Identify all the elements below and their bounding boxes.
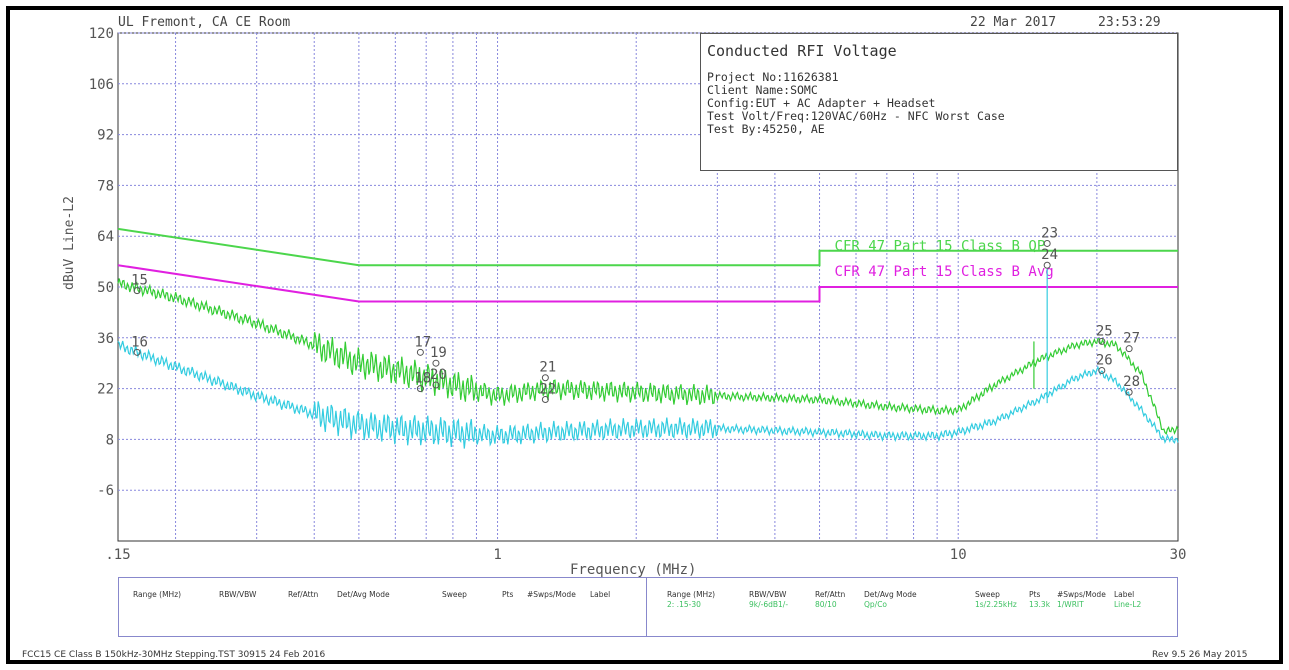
marker-point [1125, 345, 1133, 353]
marker-point [416, 348, 424, 356]
settings-header: Range (MHz) [133, 590, 182, 599]
settings-header: Label [590, 590, 611, 599]
marker-point [416, 385, 424, 393]
y-tick-label: 120 [89, 26, 114, 42]
x-tick-label: 10 [950, 547, 967, 563]
settings-table: Range (MHz) RBW/VBW Ref/Attn Det/Avg Mod… [118, 577, 1178, 637]
info-test-volt: Test Volt/Freq:120VAC/60Hz - NFC Worst C… [707, 109, 1005, 123]
settings-value: 80/10 [815, 600, 837, 609]
settings-header: RBW/VBW [219, 590, 257, 599]
header-location: UL Fremont, CA CE Room [118, 15, 291, 30]
info-box: Conducted RFI Voltage Project No:1162638… [700, 33, 1178, 171]
marker-point [1098, 337, 1106, 345]
page-frame [6, 6, 1283, 664]
settings-header: Sweep [975, 590, 1000, 599]
settings-header: Range (MHz) [667, 590, 716, 599]
marker-point [133, 287, 141, 295]
info-test-by: Test By:45250, AE [707, 122, 825, 136]
qp-limit-line [117, 227, 1178, 267]
marker-label: 21 [539, 360, 556, 376]
settings-header: Det/Avg Mode [337, 590, 390, 599]
marker-label: 22 [539, 381, 556, 397]
marker-label: 28 [1123, 374, 1140, 390]
settings-header: Pts [502, 590, 514, 599]
y-tick-label: 8 [106, 432, 114, 448]
settings-header: RBW/VBW [749, 590, 787, 599]
y-tick-label: -6 [97, 483, 114, 499]
marker-point [1098, 366, 1106, 374]
marker-label: 24 [1041, 247, 1058, 263]
header-date: 22 Mar 2017 [970, 15, 1057, 30]
info-title: Conducted RFI Voltage [707, 42, 897, 60]
header-time: 23:53:29 [1098, 15, 1161, 30]
y-tick-label: 78 [97, 178, 114, 194]
footer-left: FCC15 CE Class B 150kHz-30MHz Stepping.T… [22, 650, 326, 660]
marker-label: 17 [414, 334, 431, 350]
marker-label: 25 [1096, 323, 1113, 339]
y-tick-label: 36 [97, 331, 114, 347]
marker-point [541, 395, 549, 403]
avg-trace [117, 340, 1179, 449]
marker-point [133, 348, 141, 356]
marker-label: 18 [414, 371, 431, 387]
settings-header: Label [1114, 590, 1135, 599]
info-client: Client Name:SOMC [707, 83, 818, 97]
marker-label: 16 [131, 334, 148, 350]
y-tick-label: 50 [97, 280, 114, 296]
marker-label: 26 [1096, 352, 1113, 368]
y-axis-label: dBuV Line-L2 [62, 196, 77, 290]
y-tick-label: 106 [89, 77, 114, 93]
settings-header: #Swps/Mode [527, 590, 576, 599]
marker-label: 19 [430, 345, 447, 361]
avg-limit-line [117, 264, 1178, 303]
x-axis-label: Frequency (MHz) [570, 562, 697, 578]
settings-header: Ref/Attn [815, 590, 846, 599]
marker-point [541, 374, 549, 382]
marker-point [432, 381, 440, 389]
avg-limit-label: CFR 47 Part 15 Class B Avg [835, 264, 1054, 280]
settings-header: Sweep [442, 590, 467, 599]
settings-value: Qp/Co [864, 600, 888, 609]
footer-right: Rev 9.5 26 May 2015 [1152, 650, 1248, 660]
qp-limit-label: CFR 47 Part 15 Class B QP [835, 239, 1046, 255]
x-tick-label: 30 [1170, 547, 1187, 563]
marker-point [432, 359, 440, 367]
settings-value: 2: .15-30 [667, 600, 701, 609]
settings-header: #Swps/Mode [1057, 590, 1106, 599]
settings-value: 1s/2.25kHz [975, 600, 1017, 609]
y-tick-label: 64 [97, 229, 114, 245]
settings-value: Line-L2 [1114, 600, 1142, 609]
settings-header: Det/Avg Mode [864, 590, 917, 599]
settings-header: Ref/Attn [288, 590, 319, 599]
settings-value: 1/WRIT [1057, 600, 1084, 609]
settings-value: 9k/-6dB1/- [749, 600, 789, 609]
marker-label: 23 [1041, 225, 1058, 241]
x-tick-label: .15 [105, 547, 130, 563]
info-project: Project No:11626381 [707, 70, 839, 84]
marker-point [1125, 388, 1133, 396]
y-tick-label: 92 [97, 128, 114, 144]
marker-label: 15 [131, 273, 148, 289]
settings-divider [646, 578, 647, 636]
marker-point [1043, 239, 1051, 247]
x-tick-label: 1 [493, 547, 501, 563]
settings-value: 13.3k [1029, 600, 1051, 609]
marker-label: 20 [430, 367, 447, 383]
marker-label: 27 [1123, 331, 1140, 347]
info-config: Config:EUT + AC Adapter + Headset [707, 96, 936, 110]
qp-trace [117, 278, 1179, 435]
settings-header: Pts [1029, 590, 1041, 599]
marker-point [1043, 261, 1051, 269]
y-tick-label: 22 [97, 382, 114, 398]
